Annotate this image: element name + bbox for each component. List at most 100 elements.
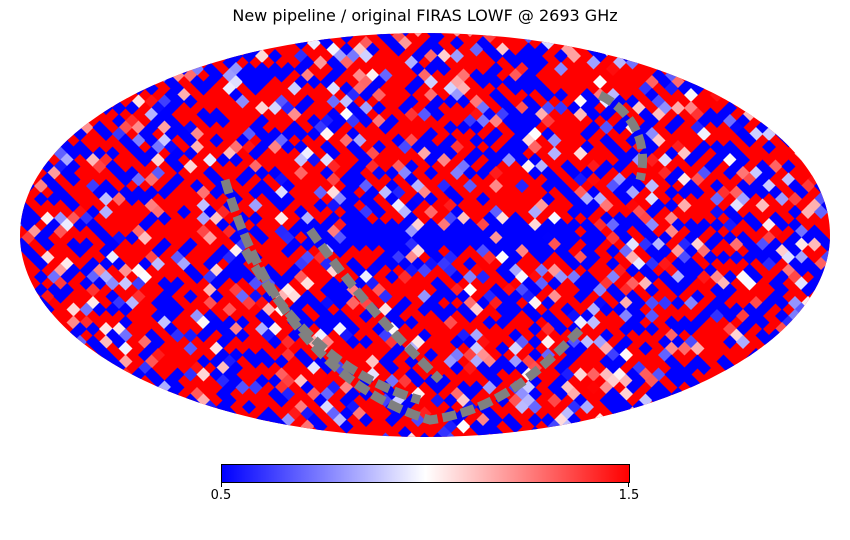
- map-pixel: [690, 341, 705, 356]
- map-pixel: [534, 250, 549, 265]
- map-pixel: [359, 49, 373, 63]
- map-pixel: [547, 276, 562, 291]
- map-pixel: [372, 88, 386, 102]
- map-pixel: [482, 315, 497, 330]
- map-pixel: [762, 140, 776, 154]
- map-pixel: [417, 432, 432, 437]
- map-pixel: [391, 42, 406, 57]
- map-pixel: [463, 166, 477, 180]
- map-pixel: [456, 120, 471, 135]
- map-pixel: [528, 400, 542, 414]
- bad-pixel-stripe: [241, 247, 422, 405]
- map-pixel: [489, 114, 503, 128]
- map-pixel: [580, 127, 594, 141]
- mollweide-sky-map: [20, 33, 830, 437]
- map-pixel: [417, 263, 432, 278]
- map-pixel: [248, 146, 263, 161]
- map-pixel: [99, 205, 113, 219]
- map-pixel: [73, 218, 87, 232]
- map-pixel: [684, 322, 698, 336]
- map-pixel: [469, 120, 484, 135]
- map-pixel: [248, 211, 263, 226]
- map-pixel: [196, 185, 211, 200]
- map-pixel: [359, 335, 373, 349]
- map-pixel: [489, 179, 503, 193]
- map-pixel: [599, 107, 614, 122]
- map-pixel: [827, 257, 830, 271]
- map-pixel: [333, 244, 347, 258]
- map-pixel: [411, 374, 425, 388]
- map-pixel: [99, 192, 113, 206]
- map-pixel: [528, 335, 542, 349]
- map-pixel: [372, 166, 386, 180]
- map-pixel: [294, 127, 308, 141]
- map-pixel: [573, 289, 588, 304]
- map-pixel: [469, 133, 484, 148]
- colorbar: [221, 464, 630, 483]
- map-pixel: [274, 354, 289, 369]
- chart-title: New pipeline / original FIRAS LOWF @ 269…: [232, 6, 618, 25]
- map-pixel: [372, 205, 386, 219]
- map-pixel: [437, 153, 451, 167]
- map-pixel: [645, 296, 659, 310]
- map-pixel: [151, 257, 165, 271]
- map-pixel: [658, 153, 672, 167]
- map-pixel: [502, 361, 516, 375]
- map-pixel: [105, 276, 120, 291]
- map-pixel: [196, 211, 211, 226]
- map-pixel: [593, 75, 607, 89]
- map-pixel: [138, 153, 152, 167]
- map-pixel: [606, 62, 620, 76]
- map-pixel: [404, 107, 419, 122]
- map-pixel: [326, 172, 341, 187]
- map-pixel: [567, 257, 581, 271]
- map-pixel: [664, 120, 679, 135]
- map-pixel: [424, 205, 438, 219]
- map-pixel: [125, 231, 139, 245]
- map-pixel: [742, 276, 757, 291]
- map-pixel: [645, 179, 659, 193]
- map-pixel: [788, 205, 802, 219]
- map-pixel: [606, 231, 620, 245]
- map-pixel: [300, 237, 315, 252]
- map-pixel: [801, 283, 815, 297]
- map-pixel: [281, 244, 295, 258]
- map-pixel: [463, 309, 477, 323]
- map-pixel: [242, 400, 256, 414]
- map-pixel: [307, 153, 321, 167]
- map-pixel: [92, 302, 107, 317]
- map-pixel: [320, 127, 334, 141]
- map-pixel: [521, 81, 536, 96]
- map-pixel: [417, 302, 432, 317]
- map-pixel: [118, 302, 133, 317]
- map-pixel: [216, 114, 230, 128]
- map-pixel: [528, 413, 542, 427]
- map-pixel: [248, 198, 263, 213]
- map-pixel: [313, 185, 328, 200]
- map-pixel: [183, 367, 198, 382]
- map-pixel: [346, 114, 360, 128]
- map-pixel: [255, 166, 269, 180]
- map-pixel: [183, 94, 198, 109]
- map-pixel: [281, 140, 295, 154]
- map-pixel: [183, 328, 198, 343]
- map-pixel: [749, 218, 763, 232]
- map-pixel: [541, 114, 555, 128]
- map-pixel: [307, 75, 321, 89]
- map-pixel: [476, 166, 490, 180]
- map-pixel: [326, 94, 341, 109]
- map-pixel: [573, 146, 588, 161]
- map-pixel: [664, 185, 679, 200]
- map-pixel: [677, 198, 692, 213]
- map-pixel: [203, 231, 217, 245]
- map-pixel: [586, 172, 601, 187]
- map-pixel: [157, 211, 172, 226]
- map-pixel: [599, 302, 614, 317]
- map-pixel: [53, 224, 68, 239]
- map-pixel: [424, 192, 438, 206]
- map-pixel: [573, 107, 588, 122]
- map-pixel: [729, 237, 744, 252]
- map-pixel: [34, 257, 48, 271]
- map-pixel: [326, 198, 341, 213]
- map-pixel: [567, 49, 581, 63]
